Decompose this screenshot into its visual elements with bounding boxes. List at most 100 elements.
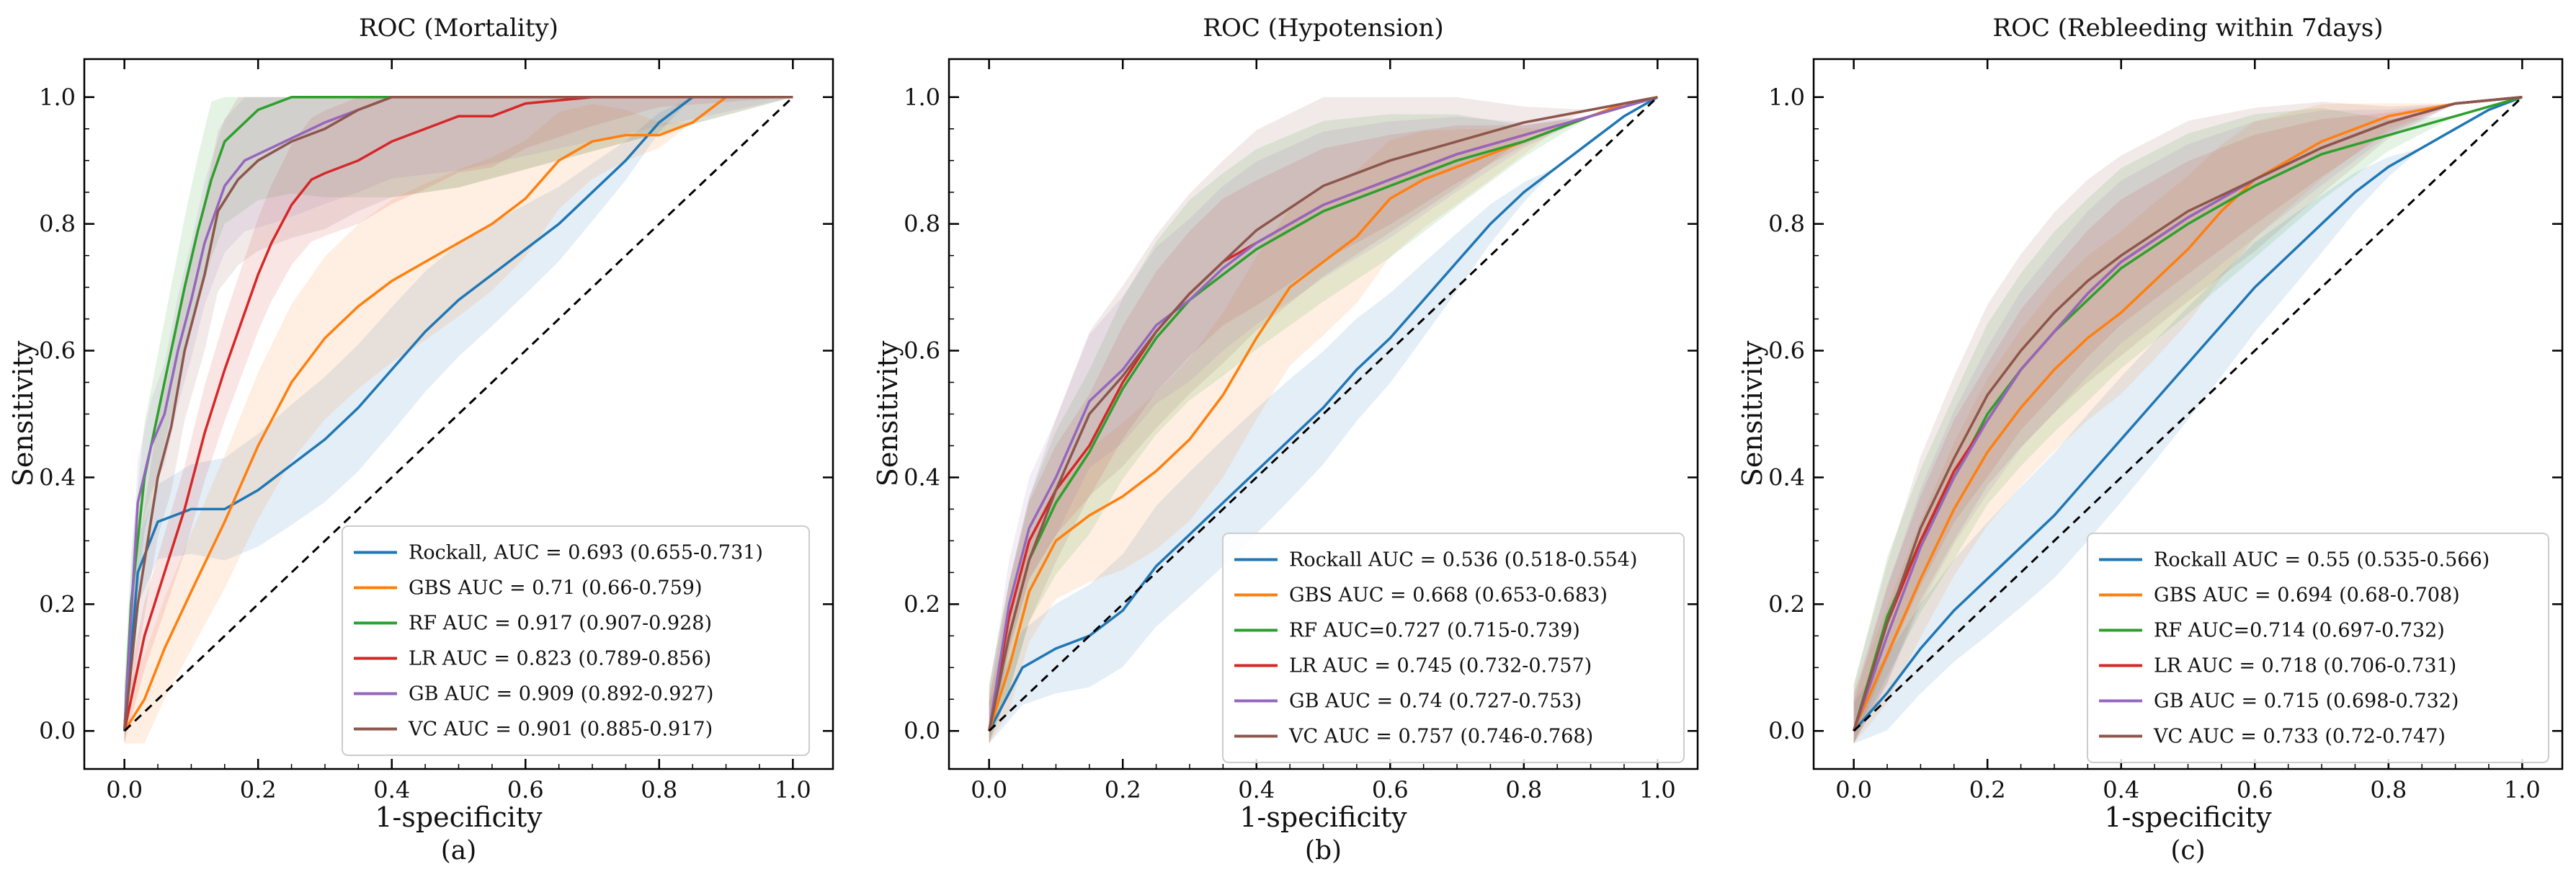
chance-diagonal-line xyxy=(123,96,794,732)
y-tick-label: 0.6 xyxy=(1768,337,1805,365)
y-tick-label: 0.4 xyxy=(1768,463,1805,491)
x-tick-label: 0.8 xyxy=(2370,776,2407,804)
y-tick-label: 0.0 xyxy=(1768,717,1805,744)
x-axis-label: 1-specificity xyxy=(375,801,543,833)
legend-label-rockall: Rockall, AUC = 0.693 (0.655-0.731) xyxy=(409,542,763,564)
x-tick-label: 0.4 xyxy=(1238,776,1275,804)
roc-line-gbs xyxy=(1853,96,2523,731)
x-tick-label: 0.4 xyxy=(373,776,410,804)
x-tick-label: 1.0 xyxy=(1639,776,1676,804)
x-tick-label: 1.0 xyxy=(775,776,811,804)
legend-label-rf: RF AUC=0.714 (0.697-0.732) xyxy=(2154,620,2445,642)
panel-subcaption: (a) xyxy=(441,836,477,866)
y-tick-label: 0.8 xyxy=(39,210,76,238)
y-axis-label: Sensitivity xyxy=(872,340,904,486)
legend: Rockall, AUC = 0.693 (0.655-0.731) GBS AU… xyxy=(342,525,810,756)
y-tick-label: 0.4 xyxy=(904,463,940,491)
plot-area: 0.0 0.0 0.2 0.2 0.4 0.4 0.6 0.6 0.8 0.8 1.0 1.0 Rock… xyxy=(39,58,834,804)
confidence-band-vc xyxy=(1853,97,2523,744)
y-axis-label: Sensitivity xyxy=(7,340,39,486)
x-tick-label: 0.6 xyxy=(2237,776,2273,804)
y-tick-label: 0.6 xyxy=(904,337,940,365)
confidence-band-gbs xyxy=(989,97,1658,744)
confidence-band-lr xyxy=(124,97,793,744)
panel-subcaption: (c) xyxy=(2170,836,2205,866)
panel-title: ROC (Rebleeding within 7days) xyxy=(1993,14,2384,43)
x-tick-label: 0.6 xyxy=(1372,776,1409,804)
chance-diagonal-line xyxy=(988,96,1659,732)
plot-area: 0.0 0.0 0.2 0.2 0.4 0.4 0.6 0.6 0.8 0.8 1.0 1.0 Rock… xyxy=(904,58,1699,804)
legend-label-rockall: Rockall AUC = 0.55 (0.535-0.566) xyxy=(2154,549,2490,572)
legend-label-vc: VC AUC = 0.901 (0.885-0.917) xyxy=(408,719,713,741)
legend-label-rf: RF AUC=0.727 (0.715-0.739) xyxy=(1289,620,1580,642)
x-axis-label: 1-specificity xyxy=(1239,801,1407,833)
x-tick-label: 0.0 xyxy=(106,776,143,804)
legend-label-lr: LR AUC = 0.823 (0.789-0.856) xyxy=(409,648,711,670)
legend-label-vc: VC AUC = 0.733 (0.72-0.747) xyxy=(2153,726,2446,748)
roc-line-rf xyxy=(987,96,1658,731)
confidence-band-rockall xyxy=(1853,97,2523,744)
legend-label-rockall: Rockall AUC = 0.536 (0.518-0.554) xyxy=(1289,549,1637,572)
y-tick-label: 1.0 xyxy=(1768,84,1805,111)
panel-b: ROC (Hypotension) Sensitivity 1-specific… xyxy=(872,14,1699,866)
legend-box xyxy=(2087,533,2549,763)
plot-area: 0.0 0.0 0.2 0.2 0.4 0.4 0.6 0.6 0.8 0.8 1.0 1.0 Rock… xyxy=(1768,58,2564,804)
confidence-band-gbs xyxy=(124,97,793,744)
legend-box xyxy=(1222,533,1685,763)
roc-line-rockall xyxy=(1853,96,2523,732)
legend-label-gb: GB AUC = 0.909 (0.892-0.927) xyxy=(409,683,713,706)
roc-line-gb xyxy=(987,96,1658,731)
panel-subcaption: (b) xyxy=(1305,836,1342,866)
y-axis-label: Sensitivity xyxy=(1737,340,1768,486)
x-tick-label: 0.6 xyxy=(507,776,544,804)
legend-box xyxy=(342,525,810,756)
y-tick-label: 1.0 xyxy=(904,84,940,111)
x-tick-label: 0.4 xyxy=(2103,776,2139,804)
roc-line-vc xyxy=(1853,96,2523,731)
y-tick-label: 0.8 xyxy=(904,210,940,238)
chance-diagonal-line xyxy=(1853,96,2523,732)
confidence-band-gb xyxy=(989,97,1658,744)
legend-label-gb: GB AUC = 0.74 (0.727-0.753) xyxy=(1289,690,1582,713)
confidence-band-rf xyxy=(989,97,1658,744)
legend-label-gb: GB AUC = 0.715 (0.698-0.732) xyxy=(2154,690,2459,713)
panel-c: ROC (Rebleeding within 7days) Sensitivit… xyxy=(1737,14,2564,866)
y-tick-label: 0.0 xyxy=(904,717,940,744)
confidence-band-vc xyxy=(989,97,1658,744)
roc-line-vc xyxy=(987,96,1658,731)
legend-label-vc: VC AUC = 0.757 (0.746-0.768) xyxy=(1288,726,1593,748)
x-tick-label: 0.0 xyxy=(1835,776,1872,804)
y-tick-label: 0.2 xyxy=(39,590,76,618)
panel-a: ROC (Mortality) Sensitivity 1-specificit… xyxy=(7,14,834,866)
roc-line-rockall xyxy=(988,96,1659,732)
legend-label-gbs: GBS AUC = 0.71 (0.66-0.759) xyxy=(409,577,703,600)
x-tick-label: 0.8 xyxy=(641,776,677,804)
legend: Rockall AUC = 0.536 (0.518-0.554) GBS AUC… xyxy=(1222,533,1685,763)
legend: Rockall AUC = 0.55 (0.535-0.566) GBS AUC … xyxy=(2087,533,2549,763)
legend-label-lr: LR AUC = 0.745 (0.732-0.757) xyxy=(1289,655,1592,677)
roc-line-vc xyxy=(122,96,793,731)
legend-label-gbs: GBS AUC = 0.668 (0.653-0.683) xyxy=(1289,584,1608,607)
x-tick-label: 1.0 xyxy=(2504,776,2541,804)
y-tick-label: 0.6 xyxy=(39,337,76,365)
x-tick-label: 0.8 xyxy=(1505,776,1542,804)
x-axis-label: 1-specificity xyxy=(2104,801,2272,833)
confidence-band-lr xyxy=(989,97,1658,744)
y-tick-label: 0.0 xyxy=(39,717,76,744)
legend-label-rf: RF AUC = 0.917 (0.907-0.928) xyxy=(409,613,712,635)
panel-title: ROC (Hypotension) xyxy=(1203,14,1443,43)
x-tick-label: 0.2 xyxy=(1105,776,1141,804)
x-tick-label: 0.0 xyxy=(971,776,1007,804)
legend-label-lr: LR AUC = 0.718 (0.706-0.731) xyxy=(2154,655,2456,677)
y-tick-label: 1.0 xyxy=(39,84,76,111)
panel-title: ROC (Mortality) xyxy=(359,14,558,43)
y-tick-label: 0.2 xyxy=(1768,590,1805,618)
y-tick-label: 0.4 xyxy=(39,463,76,491)
y-tick-label: 0.2 xyxy=(904,590,940,618)
confidence-band-rockall xyxy=(989,97,1658,744)
roc-line-lr xyxy=(122,96,793,731)
legend-label-gbs: GBS AUC = 0.694 (0.68-0.708) xyxy=(2154,584,2460,607)
x-tick-label: 0.2 xyxy=(1969,776,2006,804)
x-tick-label: 0.2 xyxy=(240,776,277,804)
